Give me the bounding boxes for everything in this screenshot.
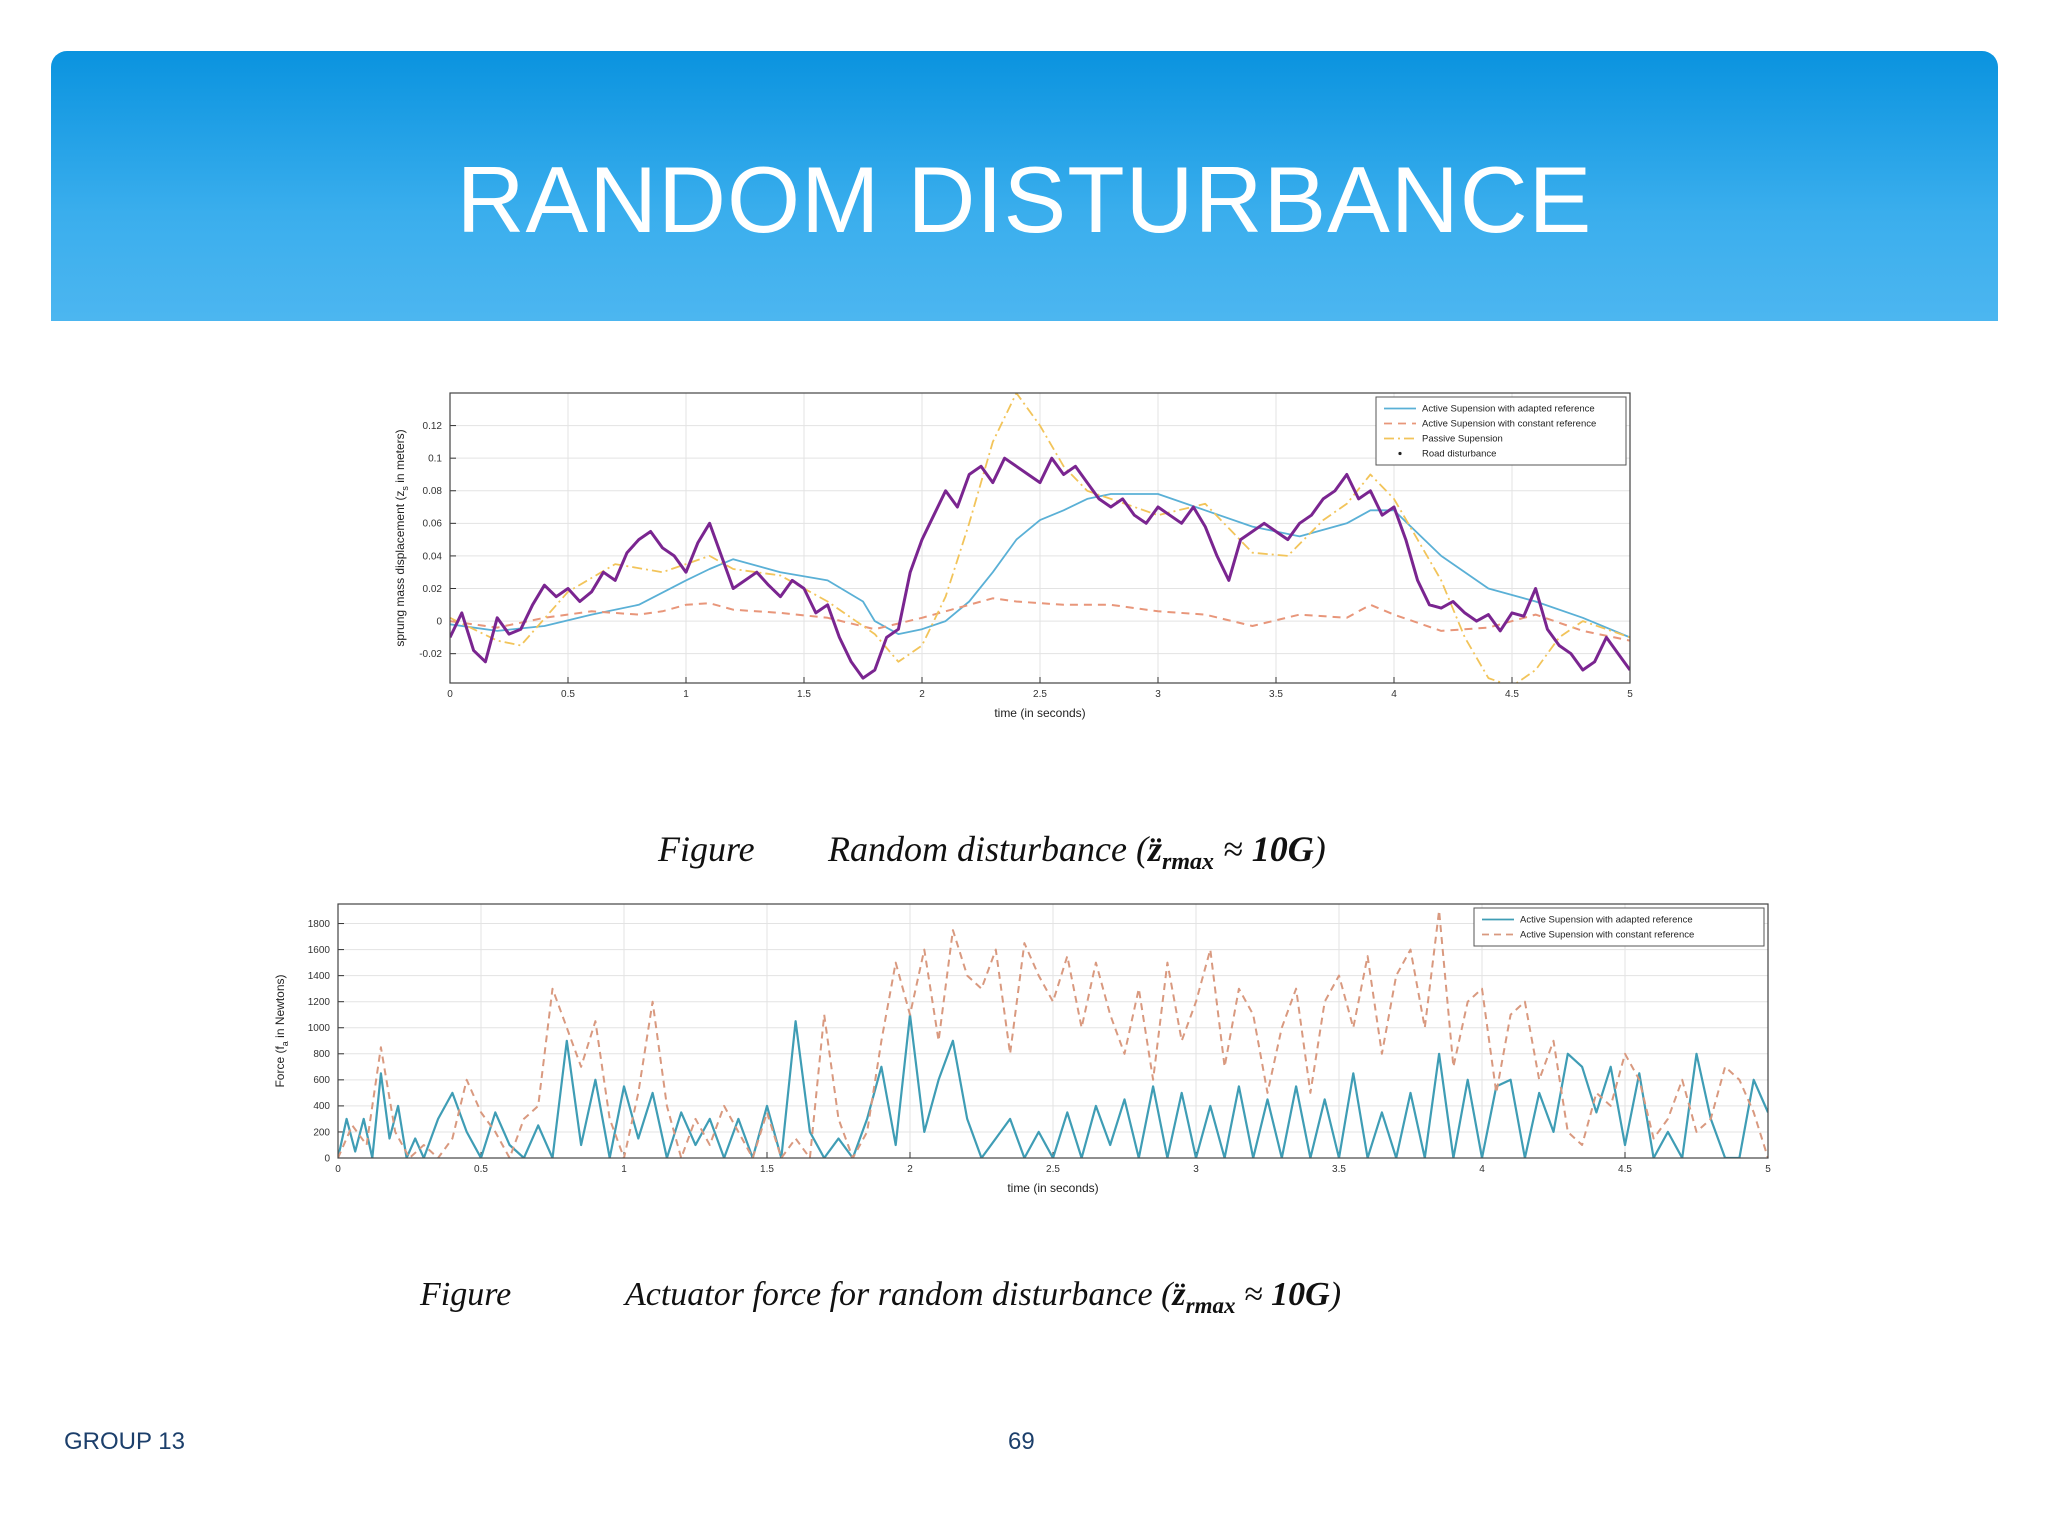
x-tick-label: 4.5 xyxy=(1505,689,1519,700)
caption-2-text: Actuator force for random disturbance (z… xyxy=(625,1276,1342,1318)
y-tick-label: 1600 xyxy=(308,945,331,956)
y-tick-label: 0.12 xyxy=(423,421,443,432)
footer-group-label: GROUP 13 xyxy=(64,1428,185,1455)
y-tick-label: 200 xyxy=(313,1127,330,1138)
figure-caption-1: Figure Random disturbance (z̈rmax ≈ 10G) xyxy=(0,828,2048,878)
x-tick-label: 0.5 xyxy=(474,1164,488,1175)
legend-marker xyxy=(1398,451,1402,456)
y-tick-label: 0.1 xyxy=(428,454,442,465)
plot-frame xyxy=(449,392,1631,684)
x-tick-label: 1 xyxy=(621,1164,627,1175)
legend-entry: Active Supension with constant reference xyxy=(1520,930,1694,941)
series-line-3 xyxy=(450,393,1630,683)
y-tick-label: 1000 xyxy=(308,1023,331,1034)
x-tick-label: 2 xyxy=(919,689,925,700)
y-tick-label: 0 xyxy=(436,616,442,627)
x-tick-label: 0.5 xyxy=(561,689,575,700)
caption-1-prefix: Figure xyxy=(658,829,755,869)
y-tick-label: 1800 xyxy=(308,919,331,930)
x-axis-label: time (in seconds) xyxy=(1007,1181,1098,1195)
x-tick-label: 2 xyxy=(907,1164,913,1175)
displacement-chart: 0 0.5 1 1.5 2 2.5 3 3.5 4 4.5 5 -0.02 0 0.02 0.04 0.06 0… xyxy=(390,388,1670,738)
caption-1-text: Random disturbance (z̈rmax ≈ 10G) xyxy=(828,829,1326,875)
x-tick-label: 5 xyxy=(1765,1164,1771,1175)
y-tick-label: 0.04 xyxy=(423,551,443,562)
x-tick-label: 1 xyxy=(683,689,689,700)
y-tick-label: 600 xyxy=(313,1075,330,1086)
x-tick-label: 0 xyxy=(447,689,453,700)
series-line-2 xyxy=(338,909,1768,1158)
actuator-force-chart-svg: 0 0.5 1 1.5 2 2.5 3 3.5 4 4.5 5 0 200 400 600 800 1000 12… xyxy=(273,903,1771,1195)
y-axis-label: Force (fa in Newtons) xyxy=(273,974,290,1087)
legend-box xyxy=(1473,907,1765,947)
x-tick-label: 1.5 xyxy=(760,1164,774,1175)
x-tick-label: 3 xyxy=(1193,1164,1199,1175)
x-tick-label: 3.5 xyxy=(1269,689,1283,700)
y-tick-label: 0.06 xyxy=(423,519,443,530)
x-tick-label: 5 xyxy=(1627,689,1633,700)
figure-caption-2: Figure Actuator force for random disturb… xyxy=(0,1276,2048,1326)
x-tick-label: 4.5 xyxy=(1618,1164,1632,1175)
x-tick-label: 3.5 xyxy=(1332,1164,1346,1175)
series-line-2 xyxy=(450,597,1630,642)
legend-entry: Road disturbance xyxy=(1422,449,1496,460)
series-line-1 xyxy=(450,493,1630,639)
y-tick-label: -0.02 xyxy=(419,649,442,660)
page-number: 69 xyxy=(1008,1428,1035,1455)
y-tick-label: 400 xyxy=(313,1101,330,1112)
y-axis-label: sprung mass displacement (zs in meters) xyxy=(393,429,410,646)
displacement-chart-svg: 0 0.5 1 1.5 2 2.5 3 3.5 4 4.5 5 -0.02 0 0.02 0.04 0.06 0… xyxy=(393,392,1633,720)
legend-entry: Active Supension with adapted reference xyxy=(1422,404,1595,415)
x-tick-label: 1.5 xyxy=(797,689,811,700)
y-tick-label: 0.08 xyxy=(423,486,443,497)
x-tick-label: 4 xyxy=(1479,1164,1485,1175)
legend-entry: Active Supension with constant reference xyxy=(1422,419,1596,430)
slide-title: RANDOM DISTURBANCE xyxy=(456,147,1593,252)
title-banner: RANDOM DISTURBANCE xyxy=(51,51,1998,321)
x-tick-label: 0 xyxy=(335,1164,341,1175)
legend-entry: Passive Supension xyxy=(1422,434,1503,445)
series-line-1 xyxy=(338,1013,1768,1158)
x-tick-label: 3 xyxy=(1155,689,1161,700)
y-tick-label: 1200 xyxy=(308,997,331,1008)
legend-box xyxy=(1375,396,1627,466)
plot-frame xyxy=(337,903,1769,1159)
actuator-force-chart: 0 0.5 1 1.5 2 2.5 3 3.5 4 4.5 5 0 200 400 600 800 1000 12… xyxy=(262,896,1782,1198)
x-tick-label: 4 xyxy=(1391,689,1397,700)
legend-entry: Active Supension with adapted reference xyxy=(1520,915,1693,926)
y-tick-label: 800 xyxy=(313,1049,330,1060)
x-axis-label: time (in seconds) xyxy=(994,706,1085,720)
caption-2-prefix: Figure xyxy=(420,1276,512,1313)
series-line-4 xyxy=(450,456,1630,680)
y-tick-label: 0.02 xyxy=(423,584,443,595)
x-tick-label: 2.5 xyxy=(1033,689,1047,700)
y-tick-label: 1400 xyxy=(308,971,331,982)
x-tick-label: 2.5 xyxy=(1046,1164,1060,1175)
y-tick-label: 0 xyxy=(324,1153,330,1164)
